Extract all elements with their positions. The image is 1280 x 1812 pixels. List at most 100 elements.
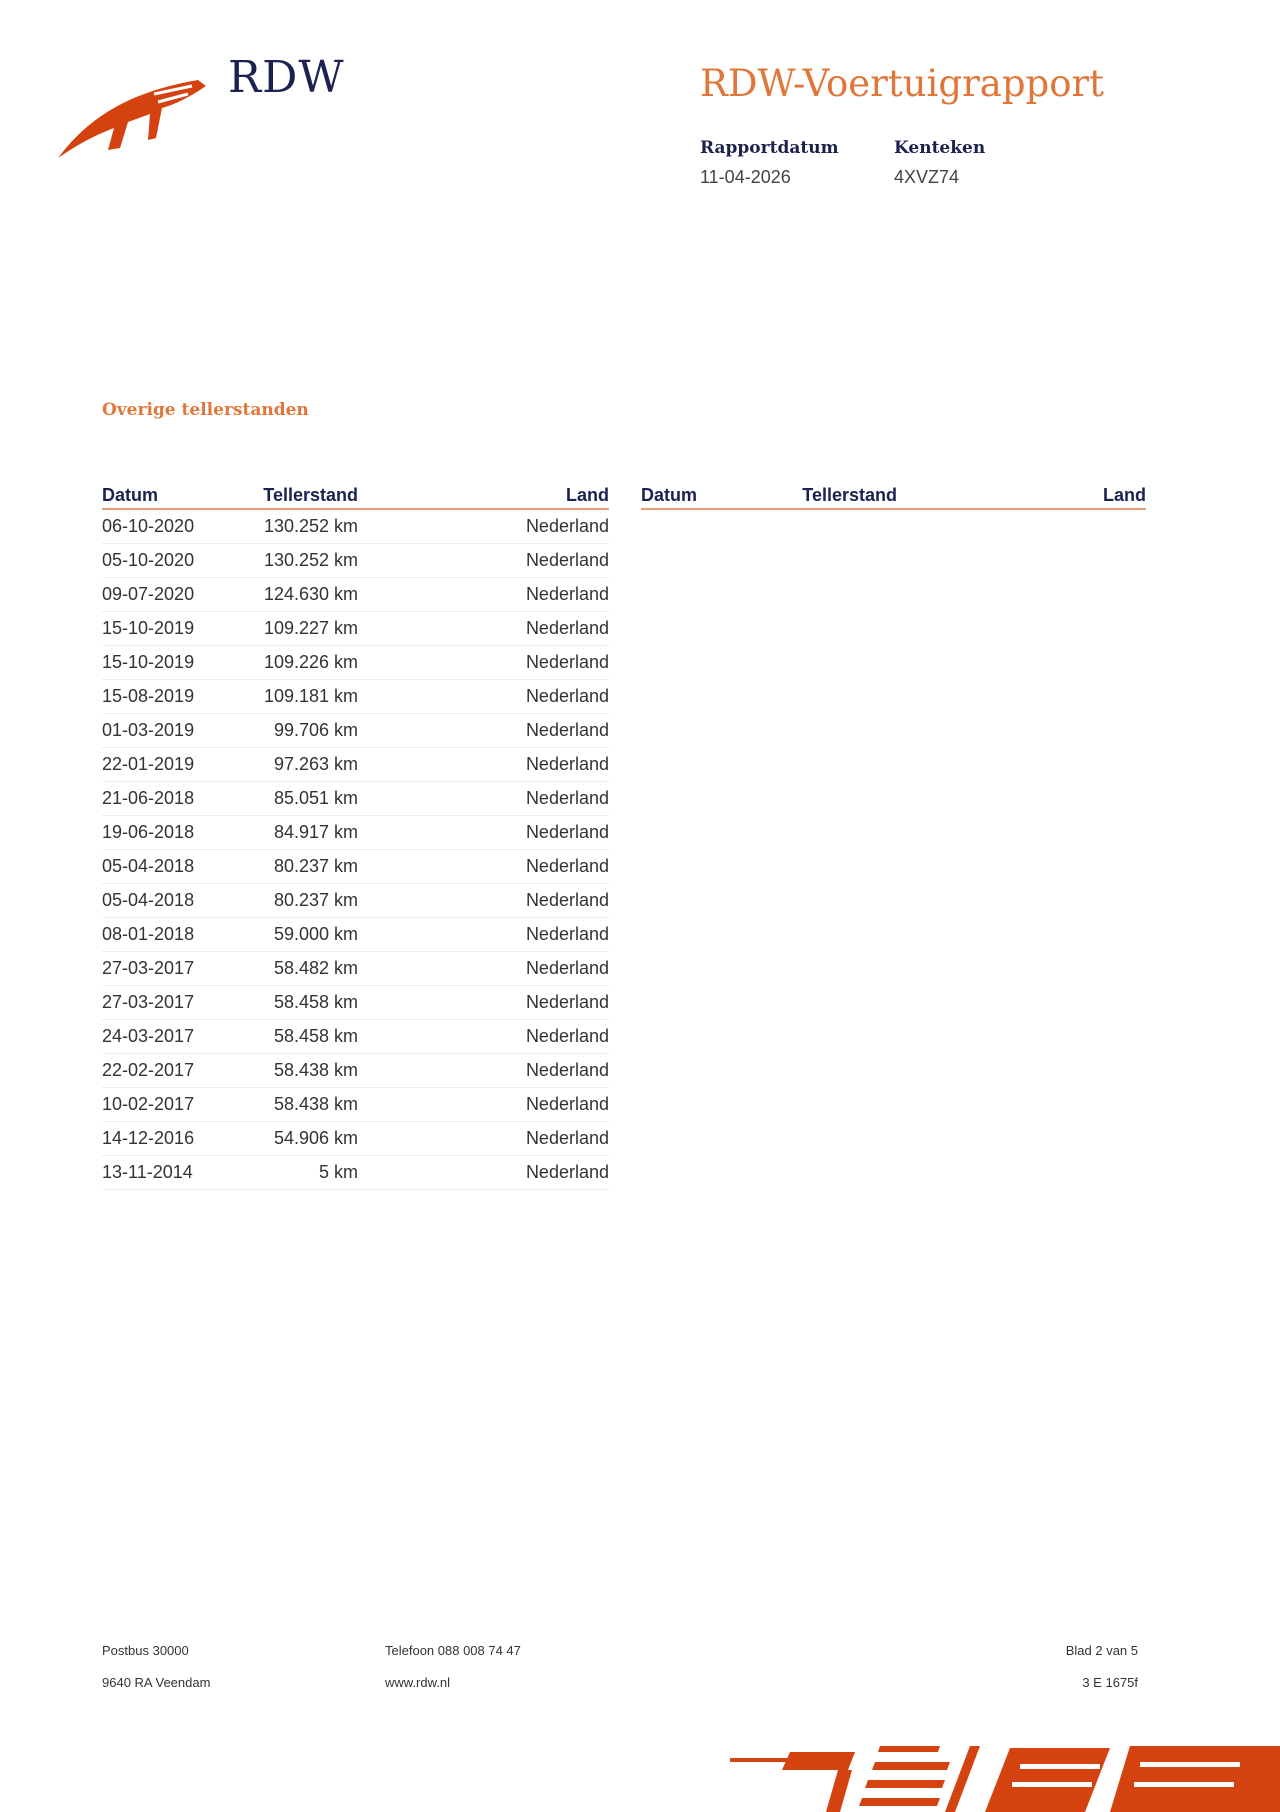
cell-date: 27-03-2017 <box>102 992 195 1012</box>
cell-odometer: 97.263 km <box>273 754 358 774</box>
meta-value: 4XVZ74 <box>894 167 960 187</box>
table-row: 14-12-2016 54.906 km Nederland <box>102 1122 609 1156</box>
cell-country: Nederland <box>525 652 609 672</box>
cell-odometer: 80.237 km <box>273 856 358 876</box>
cell-date: 08-01-2018 <box>102 924 195 944</box>
cell-date: 06-10-2020 <box>102 516 195 536</box>
cell-odometer: 124.630 km <box>263 584 358 604</box>
table-row: 15-10-2019 109.226 km Nederland <box>102 646 609 680</box>
cell-odometer: 58.438 km <box>273 1094 358 1114</box>
cell-date: 14-12-2016 <box>102 1128 195 1148</box>
cell-country: Nederland <box>525 822 609 842</box>
table-row: 05-04-2018 80.237 km Nederland <box>102 850 609 884</box>
cell-country: Nederland <box>525 1128 609 1148</box>
table-row: 24-03-2017 58.458 km Nederland <box>102 1020 609 1054</box>
table-header: Datum Tellerstand Land <box>641 484 1146 510</box>
cell-odometer: 80.237 km <box>273 890 358 910</box>
cell-date: 19-06-2018 <box>102 822 195 842</box>
table-row: 21-06-2018 85.051 km Nederland <box>102 782 609 816</box>
footer-website[interactable]: www.rdw.nl <box>385 1675 451 1690</box>
cell-date: 22-02-2017 <box>102 1060 195 1080</box>
col-date: Datum <box>102 485 159 505</box>
cell-date: 01-03-2019 <box>102 720 195 740</box>
rdw-brand-stripes-icon <box>730 1746 1280 1812</box>
cell-country: Nederland <box>525 1026 609 1046</box>
cell-odometer: 109.227 km <box>263 618 358 638</box>
cell-date: 05-04-2018 <box>102 890 195 910</box>
odometer-table-right: Datum Tellerstand Land <box>641 484 1146 510</box>
table-row: 08-01-2018 59.000 km Nederland <box>102 918 609 952</box>
cell-country: Nederland <box>525 550 609 570</box>
cell-country: Nederland <box>525 856 609 876</box>
table-row: 15-08-2019 109.181 km Nederland <box>102 680 609 714</box>
cell-odometer: 58.458 km <box>273 992 358 1012</box>
odometer-table-left: Datum Tellerstand Land 06-10-2020 130.252… <box>102 484 609 1190</box>
cell-odometer: 130.252 km <box>263 550 358 570</box>
cell-date: 21-06-2018 <box>102 788 195 808</box>
rdw-logo-icon <box>58 80 206 158</box>
meta-value: 11-04-2026 <box>700 167 791 187</box>
meta-license-plate: Kenteken 4XVZ74 <box>894 138 985 188</box>
cell-odometer: 58.458 km <box>273 1026 358 1046</box>
col-odometer: Tellerstand <box>263 485 358 505</box>
table-row: 09-07-2020 124.630 km Nederland <box>102 578 609 612</box>
table-row: 22-02-2017 58.438 km Nederland <box>102 1054 609 1088</box>
table-header: Datum Tellerstand Land <box>102 484 609 510</box>
cell-odometer: 85.051 km <box>273 788 358 808</box>
table-row: 05-10-2020 130.252 km Nederland <box>102 544 609 578</box>
cell-country: Nederland <box>525 686 609 706</box>
meta-report-date: Rapportdatum 11-04-2026 <box>700 138 839 188</box>
cell-country: Nederland <box>525 720 609 740</box>
footer-code: 3 E 1675f <box>1082 1675 1138 1690</box>
cell-odometer: 58.482 km <box>273 958 358 978</box>
footer-page-number: Blad 2 van 5 <box>1065 1643 1138 1658</box>
cell-country: Nederland <box>525 788 609 808</box>
cell-date: 15-10-2019 <box>102 652 195 672</box>
cell-odometer: 109.226 km <box>263 652 358 672</box>
footer-address1: Postbus 30000 <box>102 1643 189 1658</box>
col-date: Datum <box>641 485 698 505</box>
col-country: Land <box>566 485 609 505</box>
table-row: 05-04-2018 80.237 km Nederland <box>102 884 609 918</box>
meta-label: Kenteken <box>894 138 986 158</box>
cell-odometer: 109.181 km <box>263 686 358 706</box>
cell-date: 05-04-2018 <box>102 856 195 876</box>
cell-date: 22-01-2019 <box>102 754 195 774</box>
table-row: 10-02-2017 58.438 km Nederland <box>102 1088 609 1122</box>
cell-odometer: 58.438 km <box>273 1060 358 1080</box>
table-row: 19-06-2018 84.917 km Nederland <box>102 816 609 850</box>
cell-odometer: 130.252 km <box>263 516 358 536</box>
cell-odometer: 5 km <box>318 1162 358 1182</box>
cell-date: 10-02-2017 <box>102 1094 195 1114</box>
cell-country: Nederland <box>525 618 609 638</box>
table-row: 06-10-2020 130.252 km Nederland <box>102 510 609 544</box>
cell-date: 24-03-2017 <box>102 1026 195 1046</box>
cell-odometer: 59.000 km <box>273 924 358 944</box>
section-title: Overige tellerstanden <box>102 400 309 420</box>
cell-country: Nederland <box>525 584 609 604</box>
table-row: 27-03-2017 58.482 km Nederland <box>102 952 609 986</box>
footer-phone: Telefoon 088 008 74 47 <box>385 1643 521 1658</box>
footer-address2: 9640 RA Veendam <box>102 1675 211 1690</box>
cell-country: Nederland <box>525 890 609 910</box>
meta-label: Rapportdatum <box>700 138 839 158</box>
report-title: RDW-Voertuigrapport <box>700 62 1105 105</box>
cell-date: 13-11-2014 <box>102 1162 193 1182</box>
table-row: 01-03-2019 99.706 km Nederland <box>102 714 609 748</box>
table-row: 15-10-2019 109.227 km Nederland <box>102 612 609 646</box>
table-row: 27-03-2017 58.458 km Nederland <box>102 986 609 1020</box>
cell-date: 15-10-2019 <box>102 618 195 638</box>
cell-country: Nederland <box>525 1162 609 1182</box>
cell-country: Nederland <box>525 1094 609 1114</box>
col-country: Land <box>1103 485 1146 505</box>
logo-text: RDW <box>228 52 345 103</box>
cell-date: 15-08-2019 <box>102 686 195 706</box>
cell-date: 05-10-2020 <box>102 550 195 570</box>
cell-date: 09-07-2020 <box>102 584 195 604</box>
cell-country: Nederland <box>525 516 609 536</box>
col-odometer: Tellerstand <box>802 485 897 505</box>
cell-country: Nederland <box>525 958 609 978</box>
cell-country: Nederland <box>525 754 609 774</box>
cell-odometer: 84.917 km <box>273 822 358 842</box>
